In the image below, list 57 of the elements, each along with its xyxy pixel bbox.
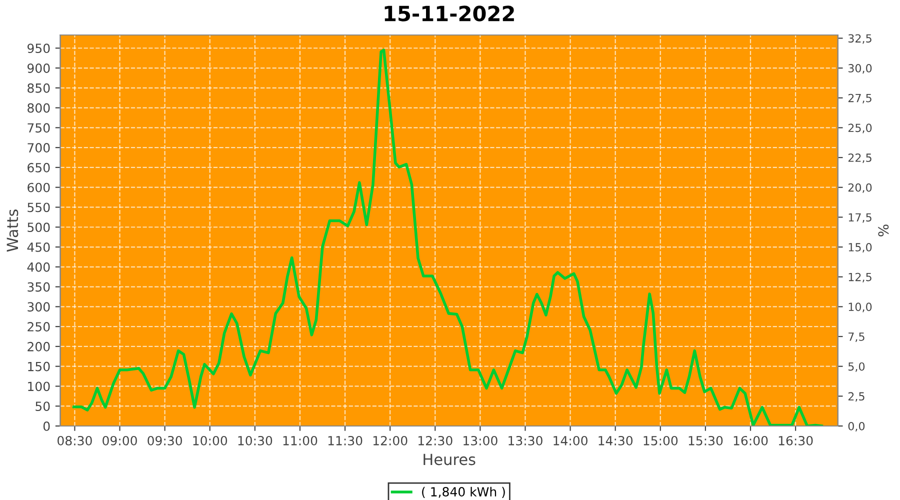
x-tick-label: 11:30 bbox=[328, 436, 362, 446]
y-tick-label: 600 bbox=[28, 182, 50, 192]
y-tick-label: 900 bbox=[28, 63, 50, 73]
x-tick-label: 12:00 bbox=[373, 436, 408, 446]
y-tick-label: 700 bbox=[28, 143, 50, 152]
y2-tick-label: 15,0 bbox=[848, 243, 872, 253]
y-tick-label: 350 bbox=[28, 282, 50, 292]
x-tick-label: 16:30 bbox=[778, 436, 813, 446]
x-tick-label: 15:30 bbox=[688, 436, 723, 446]
line-series bbox=[72, 48, 824, 426]
y2-tick-label: 30,0 bbox=[848, 64, 872, 74]
y-tick-label: 550 bbox=[28, 202, 50, 212]
chart-title: 15-11-2022 bbox=[384, 6, 514, 22]
y2-tick-label: 32,5 bbox=[848, 34, 872, 44]
x-tick-label: 11:00 bbox=[283, 436, 318, 446]
x-tick-label: 09:00 bbox=[102, 436, 137, 446]
x-tick-label: 16:00 bbox=[734, 436, 768, 446]
y2-tick-label: 12,5 bbox=[848, 272, 872, 282]
y2-tick-label: 2,5 bbox=[848, 392, 864, 402]
y2-axis-title: % bbox=[878, 224, 889, 236]
y-tick-label: 450 bbox=[27, 242, 50, 252]
y-tick-label: 400 bbox=[27, 262, 50, 272]
y-tick-label: 850 bbox=[28, 83, 50, 93]
y2-tick-label: 27,5 bbox=[848, 94, 872, 104]
legend-label: ( 1,840 kWh ) bbox=[422, 486, 505, 498]
y-tick-label: 300 bbox=[28, 302, 50, 312]
y2-tick-label: 17,5 bbox=[848, 213, 872, 223]
y2-tick-label: 20,0 bbox=[848, 183, 872, 193]
y-tick-label: 0 bbox=[43, 421, 50, 431]
x-tick-label: 09:30 bbox=[148, 436, 182, 446]
y-axis-title: Watts bbox=[6, 210, 18, 252]
y-tick-label: 750 bbox=[28, 123, 50, 133]
x-tick-label: 10:00 bbox=[193, 436, 228, 446]
y2-tick-label: 25,0 bbox=[848, 124, 872, 134]
x-tick-label: 14:00 bbox=[554, 436, 588, 446]
y-tick-label: 150 bbox=[28, 362, 50, 372]
y2-tick-label: 7,5 bbox=[848, 332, 864, 342]
x-axis-title: Heures bbox=[424, 454, 476, 466]
y-tick-label: 500 bbox=[28, 222, 50, 232]
x-tick-label: 13:30 bbox=[508, 436, 542, 446]
y-tick-label: 200 bbox=[28, 342, 50, 352]
x-tick-label: 08:30 bbox=[58, 436, 92, 446]
y-tick-label: 650 bbox=[28, 162, 50, 172]
x-tick-label: 14:30 bbox=[598, 436, 633, 446]
x-tick-label: 13:00 bbox=[464, 436, 498, 446]
y2-tick-label: 0,0 bbox=[848, 422, 865, 432]
y2-tick-label: 5,0 bbox=[848, 362, 865, 372]
x-tick-label: 15:00 bbox=[644, 436, 678, 446]
x-tick-label: 12:30 bbox=[418, 436, 452, 446]
y2-tick-label: 22,5 bbox=[848, 154, 872, 164]
x-tick-label: 10:30 bbox=[238, 436, 272, 446]
y-tick-label: 100 bbox=[28, 382, 50, 392]
y-tick-label: 50 bbox=[36, 402, 50, 412]
y-tick-label: 950 bbox=[28, 44, 50, 54]
y-tick-label: 800 bbox=[28, 103, 50, 113]
y2-tick-label: 10,0 bbox=[848, 302, 872, 312]
y-tick-label: 250 bbox=[28, 322, 50, 332]
